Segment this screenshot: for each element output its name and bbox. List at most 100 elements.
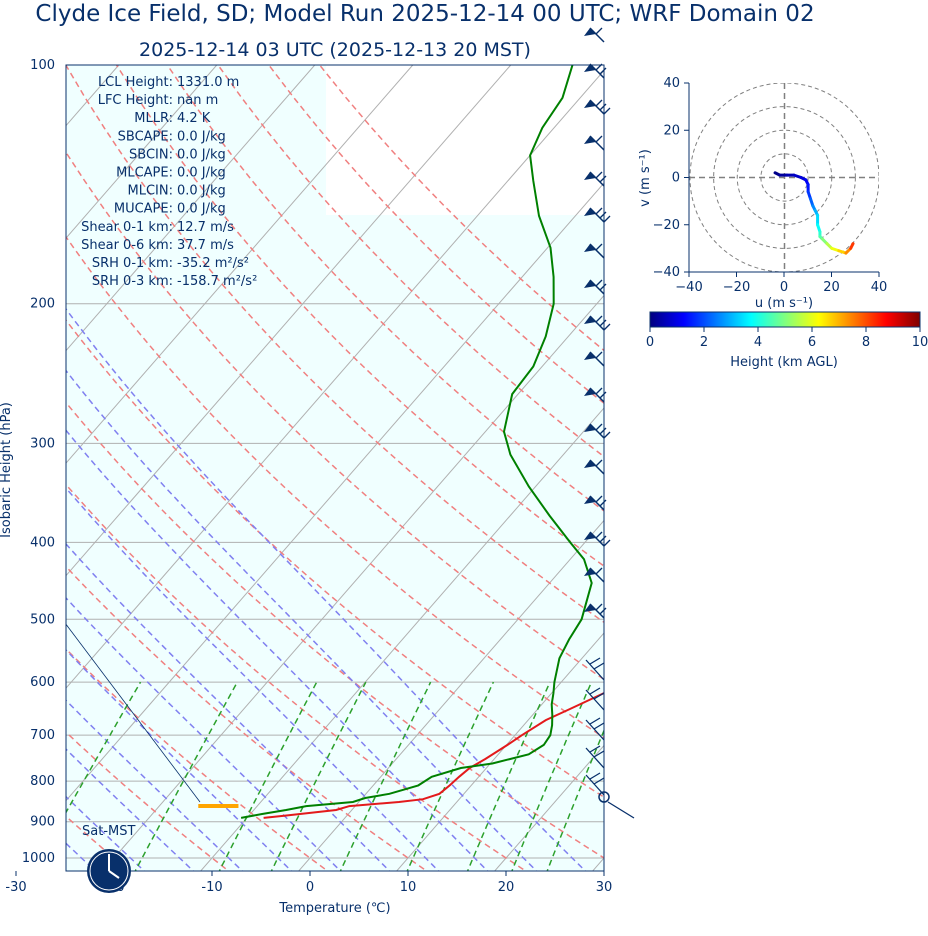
hodo-x-tick-label: 20 — [823, 280, 840, 295]
hodo-y-tick-label: 40 — [663, 76, 680, 91]
hodo-y-tick-label: −40 — [653, 265, 680, 280]
moist-adiabat — [66, 429, 489, 871]
stat-label: SBCIN: — [129, 147, 173, 162]
wind-barb — [585, 717, 605, 741]
dry-adiabat — [66, 647, 329, 871]
stat-label: MLLR: — [134, 111, 173, 126]
upper-clear-area — [326, 65, 604, 215]
mixing-ratio-line — [134, 681, 238, 871]
y-tick-label: 700 — [30, 728, 55, 743]
x-tick-label: 30 — [596, 880, 613, 895]
isotherm-line — [102, 294, 604, 871]
stat-label: LFC Height: — [98, 93, 173, 108]
dry-adiabat — [66, 483, 528, 871]
hodo-y-tick-label: 0 — [672, 171, 680, 186]
hodo-x-tick-label: −20 — [723, 280, 750, 295]
moist-adiabat — [66, 542, 391, 871]
skewt-y-axis-label: Isobaric Height (hPa) — [0, 402, 14, 538]
stat-label: Shear 0-1 km: — [81, 220, 173, 235]
temperature-profile — [263, 692, 604, 819]
hodograph-x-axis-label: u (m s⁻¹) — [755, 296, 813, 311]
wind-barb — [585, 745, 605, 769]
moist-adiabat — [66, 748, 195, 871]
calm-wind-marker — [598, 791, 610, 803]
stat-label: MUCAPE: — [114, 202, 173, 217]
skewt-x-axis-label: Temperature (℃) — [278, 901, 390, 916]
moist-adiabat — [66, 699, 244, 871]
stat-value: 0.0 J/kg — [177, 129, 226, 144]
stat-value: -158.7 m²/s² — [177, 274, 257, 289]
wind-barb — [584, 315, 611, 331]
wind-barb — [584, 351, 605, 367]
isotherm-line — [66, 65, 414, 464]
isotherm-line — [66, 65, 316, 352]
wind-barb — [584, 387, 607, 403]
dry-adiabat — [66, 150, 604, 681]
stat-label: MLCIN: — [128, 184, 173, 199]
figure-title: Clyde Ice Field, SD; Model Run 2025-12-1… — [35, 1, 814, 27]
stat-value: 0.0 J/kg — [177, 202, 226, 217]
wind-barb — [584, 63, 607, 79]
wind-barb — [584, 243, 605, 259]
sounding-stats: LCL Height: 1331.0 m LFC Height: nan m MLLR:… — [81, 75, 257, 289]
mixing-ratio-line — [270, 681, 367, 871]
isotherm-line — [66, 69, 604, 689]
hodo-y-tick-label: 20 — [663, 123, 680, 138]
stat-label: SRH 0-1 km: — [92, 256, 173, 271]
mixing-ratio-line — [339, 681, 432, 871]
colorbar-tick-label: 2 — [700, 335, 708, 350]
isotherm-line — [66, 65, 512, 577]
y-tick-label: 1000 — [22, 851, 55, 866]
wind-barb — [584, 135, 605, 151]
dry-adiabat — [166, 65, 604, 512]
stat-value: -35.2 m²/s² — [177, 256, 249, 271]
wind-barb — [584, 279, 607, 295]
skewt-frame — [65, 64, 605, 872]
wind-barb — [584, 171, 607, 187]
moist-adiabat — [66, 307, 587, 871]
wind-barb — [607, 801, 635, 819]
y-tick-label: 400 — [30, 535, 55, 550]
stat-label: SBCAPE: — [118, 129, 173, 144]
colorbar-label: Height (km AGL) — [730, 355, 838, 370]
wind-barb — [584, 423, 611, 439]
hodo-y-tick-label: −20 — [653, 218, 680, 233]
dewpoint-profile — [240, 65, 593, 819]
moist-adiabat — [66, 648, 293, 871]
wind-barb — [584, 207, 611, 223]
dry-adiabat — [115, 65, 604, 567]
stat-value: 0.0 J/kg — [177, 166, 226, 181]
stat-value: 12.7 m/s — [177, 220, 234, 235]
clock-label: Sat-MST — [82, 824, 135, 839]
hodograph-segment — [849, 242, 855, 250]
y-tick-label: 600 — [30, 675, 55, 690]
stat-value: 4.2 K — [177, 111, 211, 126]
colorbar-tick-label: 6 — [808, 335, 816, 350]
stat-label: MLCAPE: — [116, 166, 173, 181]
colorbar-tick-label: 8 — [862, 335, 870, 350]
hodo-x-tick-label: 0 — [780, 280, 788, 295]
wind-barb — [585, 772, 605, 796]
y-tick-label: 300 — [30, 436, 55, 451]
stat-label: LCL Height: — [98, 75, 173, 90]
x-tick-label: 0 — [306, 880, 314, 895]
x-tick-label: -30 — [5, 880, 26, 895]
mixing-ratio-line — [511, 681, 593, 871]
stat-label: SRH 0-3 km: — [92, 274, 173, 289]
stat-value: nan m — [177, 93, 218, 108]
dry-adiabat — [66, 401, 604, 859]
x-tick-label: -10 — [201, 880, 222, 895]
wind-barb — [585, 657, 605, 681]
parcel-ascent-line — [66, 624, 201, 803]
y-tick-label: 500 — [30, 612, 55, 627]
moist-adiabat — [66, 369, 538, 871]
isotherm-line — [396, 632, 604, 871]
moist-adiabat — [66, 487, 440, 871]
hodograph-ring — [713, 106, 856, 249]
stat-value: 0.0 J/kg — [177, 184, 226, 199]
y-tick-label: 100 — [30, 58, 55, 73]
wind-barb — [584, 567, 605, 583]
isotherm-line — [66, 182, 604, 802]
clock-icon — [87, 849, 131, 893]
